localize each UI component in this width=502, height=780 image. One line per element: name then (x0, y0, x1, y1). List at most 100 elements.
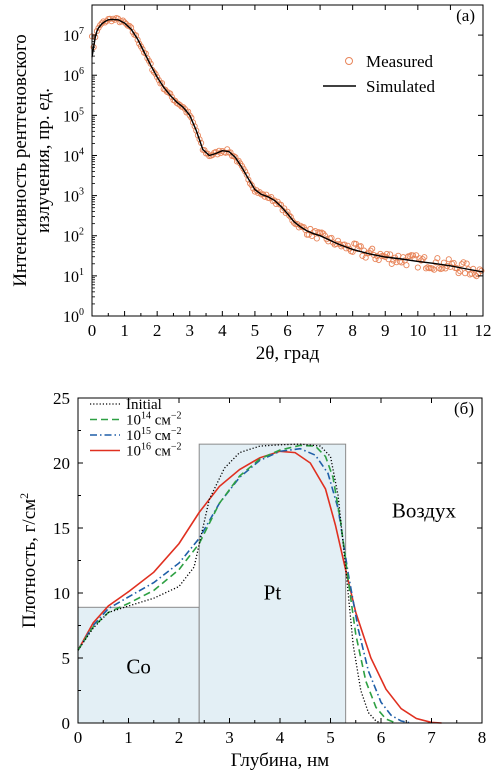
measured-point (287, 213, 294, 221)
simulated-curve (91, 18, 484, 273)
measured-point (313, 235, 320, 242)
panel-a-x-axis-label: 2θ, град (256, 343, 320, 364)
measured-point (414, 264, 421, 271)
measured-point (357, 243, 364, 250)
panel-a-y-axis-label-line1: Интенсивность рентгеновского (10, 34, 31, 287)
panel-a-x-tick-label: 9 (381, 321, 390, 340)
legend-simulated-label: Simulated (366, 77, 435, 96)
panel-b-y-tick-label: 25 (53, 389, 70, 408)
panel-a-y-tick-label: 105 (63, 106, 84, 125)
measured-point (450, 259, 457, 267)
panel-a-x-tick-label: 8 (348, 321, 357, 340)
panel-a-x-tick-label: 12 (475, 321, 492, 340)
measured-point (152, 70, 159, 78)
measured-point (460, 259, 467, 266)
measured-point (194, 132, 201, 139)
panel-a-y-axis-label-line2: излучения, пр. ед. (33, 88, 54, 233)
density-curve-1e15 (77, 447, 412, 724)
panel-b-axis-ticks: 0 1 2 3 4 5 6 7 8 0 5 10 15 20 25 (53, 389, 486, 747)
panel-a-x-tick-label: 5 (251, 321, 260, 340)
measured-point (271, 197, 278, 204)
measured-point (455, 270, 462, 277)
density-curve-1e16 (77, 450, 442, 724)
panel-a-x-tick-label: 3 (186, 321, 195, 340)
panel-a-x-tick-label: 4 (218, 321, 227, 340)
layer-box-pt (198, 443, 347, 724)
measured-point (189, 119, 197, 126)
measured-point (318, 229, 325, 236)
panel-a-y-tick-label: 107 (63, 26, 84, 45)
annotation-pt: Pt (264, 581, 282, 605)
legend-label-2: 1015 см−2 (126, 426, 182, 444)
measured-point (155, 77, 162, 84)
panel-b-x-tick-label: 8 (478, 728, 487, 747)
measured-point (150, 69, 157, 76)
panel-a-legend: Measured Simulated (323, 52, 435, 96)
measured-point (375, 256, 382, 264)
panel-b-x-tick-label: 3 (225, 728, 234, 747)
panel-a-y-tick-label: 104 (63, 146, 84, 165)
measured-point (445, 256, 452, 263)
measured-point (245, 176, 252, 183)
legend-measured-marker (345, 57, 353, 65)
panel-b-x-tick-label: 6 (377, 728, 386, 747)
panel-b-y-axis-label-sup: 2 (17, 493, 31, 499)
measured-point (101, 19, 109, 26)
panel-a-y-tick-label: 103 (63, 187, 84, 206)
legend-label-0: Initial (126, 397, 162, 413)
measured-point (421, 254, 428, 261)
measured-point (180, 104, 187, 111)
measured-point (248, 182, 255, 189)
measured-point (463, 260, 470, 267)
panel-b-x-tick-label: 0 (74, 728, 83, 747)
measured-point (294, 220, 301, 228)
measured-point (470, 265, 477, 272)
measured-point (409, 252, 416, 259)
measured-point (418, 257, 425, 264)
panel-a-y-tick-label: 100 (63, 307, 84, 326)
annotation-co: Co (126, 655, 151, 679)
panel-b-y-tick-label: 20 (53, 454, 70, 473)
density-curve-1e14 (77, 444, 397, 724)
measured-point (369, 245, 376, 252)
panel-b-y-tick-label: 0 (62, 714, 71, 733)
measured-point (97, 22, 104, 29)
measured-point (139, 45, 146, 53)
panel-b-y-axis-label: Плотность, г/см2 (17, 493, 40, 628)
measured-point (344, 242, 351, 249)
measured-point (286, 212, 293, 219)
panel-b-layer-boxes (77, 443, 347, 724)
panel-b-x-tick-label: 7 (427, 728, 436, 747)
measured-point (227, 149, 234, 156)
measured-point (387, 251, 394, 258)
panel-b-x-tick-label: 4 (276, 728, 285, 747)
measured-point (168, 93, 175, 100)
panel-a-label: (a) (456, 6, 475, 25)
panel-b-label: (б) (454, 399, 474, 418)
panel-a-x-tick-label: 10 (409, 321, 426, 340)
measured-point (123, 20, 130, 28)
panel-b-y-tick-label: 15 (53, 519, 70, 538)
panel-a-x-tick-label: 0 (88, 321, 97, 340)
panel-b-data-layer (77, 443, 442, 724)
measured-point (372, 256, 379, 263)
panel-a-y-axis-label: Интенсивность рентгеновского излучения, … (10, 34, 54, 287)
measured-point (403, 262, 410, 269)
panel-a-x-tick-label: 1 (120, 321, 129, 340)
panel-a-x-tick-label: 11 (442, 321, 458, 340)
measured-point (398, 259, 405, 266)
measured-point (201, 147, 208, 154)
panel-b-y-tick-label: 5 (62, 649, 71, 668)
panel-a-y-tick-label: 101 (63, 267, 84, 286)
panel-a-x-tick-label: 6 (283, 321, 292, 340)
panel-a-x-tick-label: 7 (316, 321, 325, 340)
measured-point (471, 271, 478, 278)
measured-point (134, 36, 141, 43)
panel-a-chart: 0 1 2 3 4 5 6 7 8 9 10 11 12100101102103104105106107… (10, 4, 492, 364)
measured-point (367, 247, 374, 254)
measured-point (98, 20, 105, 27)
measured-point (439, 265, 446, 272)
